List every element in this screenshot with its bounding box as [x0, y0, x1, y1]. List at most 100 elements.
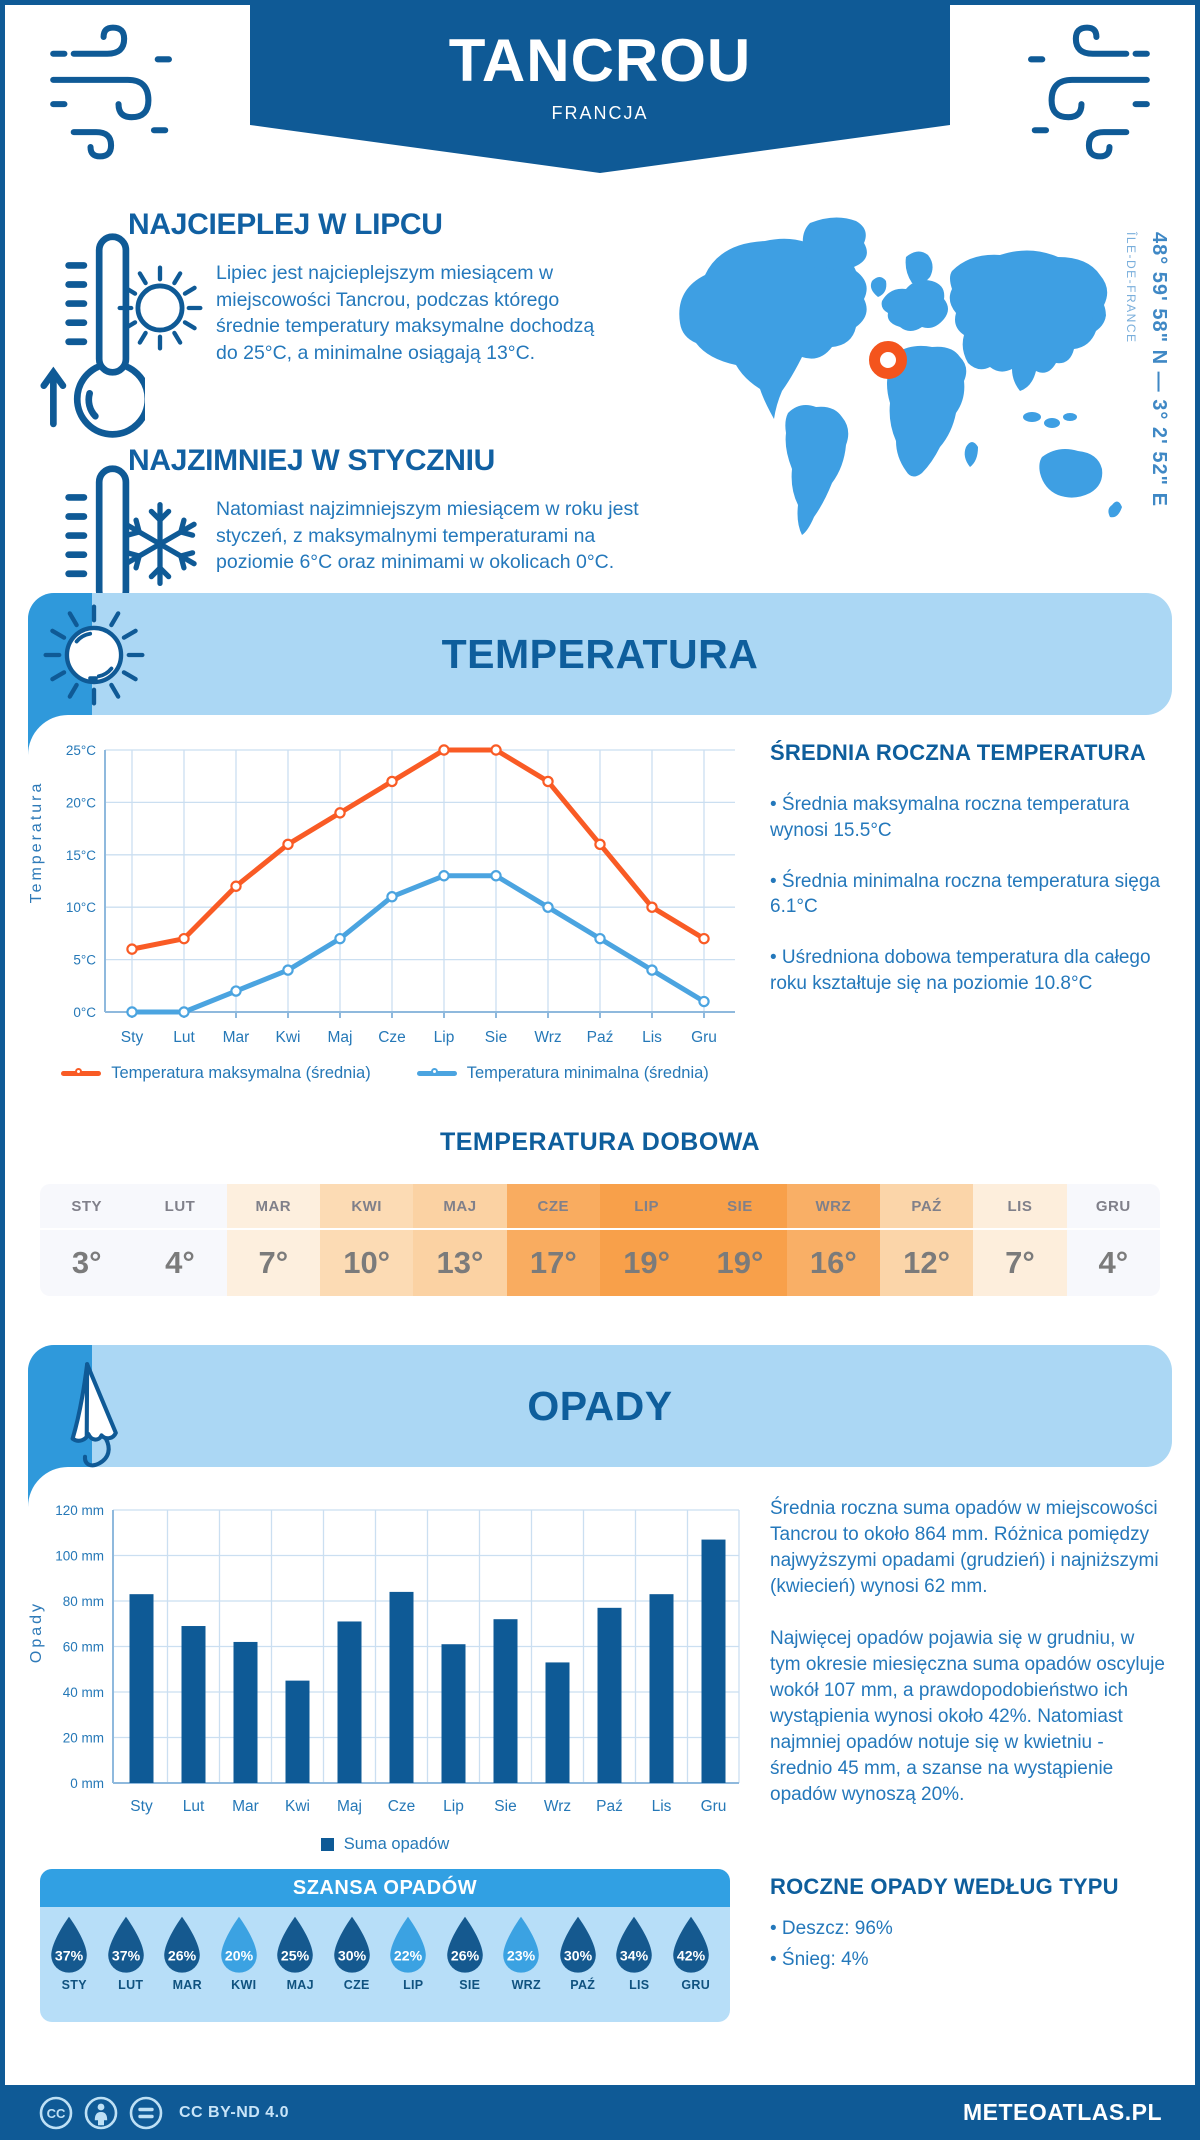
svg-text:23%: 23% [507, 1948, 536, 1964]
svg-text:60 mm: 60 mm [63, 1640, 104, 1655]
page-title: TANCROU [448, 27, 752, 94]
wind-icon [1018, 22, 1158, 162]
svg-text:5°C: 5°C [73, 953, 96, 968]
license-block: CC CC BY-ND 4.0 [38, 2095, 289, 2131]
svg-text:Maj: Maj [337, 1798, 362, 1815]
precipitation-paragraph: Średnia roczna suma opadów w miejscowośc… [770, 1498, 1159, 1598]
daily-temp-value: 16° [786, 1228, 880, 1296]
daily-temp-column: SIE 19° [693, 1184, 787, 1296]
svg-text:20°C: 20°C [66, 795, 96, 810]
svg-text:37%: 37% [111, 1948, 140, 1964]
header-banner: TANCROU FRANCJA [250, 0, 950, 125]
daily-temp-month-label: PAŹ [911, 1197, 942, 1215]
coordinates-label: 48° 59' 58" N — 3° 2' 52" E [1148, 232, 1170, 507]
svg-text:Lis: Lis [652, 1798, 672, 1815]
rain-chance-month-label: LUT [118, 1978, 144, 1992]
svg-text:120 mm: 120 mm [55, 1503, 104, 1518]
svg-text:30%: 30% [563, 1948, 592, 1964]
svg-text:Paź: Paź [596, 1798, 623, 1815]
rain-chance-drop: 37% STY [46, 1915, 103, 1992]
svg-text:Cze: Cze [378, 1029, 406, 1046]
precipitation-type-item: • Deszcz: 96% [770, 1918, 893, 1939]
umbrella-icon [28, 1343, 166, 1488]
rain-chance-drop: 37% LUT [103, 1915, 160, 1992]
droplet-icon: 30% [333, 1916, 370, 1973]
continent-europe [881, 280, 948, 331]
daily-temp-month-label: SIE [727, 1197, 753, 1215]
geo-coordinates-block: 48° 59' 58" N — 3° 2' 52" E ÎLE-DE-FRANC… [1124, 232, 1170, 507]
droplet-icon: 20% [220, 1916, 257, 1973]
svg-text:Lip: Lip [443, 1798, 464, 1815]
daily-temp-month-label: STY [71, 1197, 102, 1215]
no-derivatives-icon [128, 2095, 164, 2131]
precipitation-banner-title: OPADY [527, 1382, 673, 1429]
continent-asia [949, 250, 1108, 391]
daily-temp-value: 4° [133, 1228, 227, 1296]
svg-text:Mar: Mar [232, 1798, 259, 1815]
rain-chance-drop: 34% LIS [611, 1915, 668, 1992]
droplet-icon: 37% [51, 1916, 87, 1973]
droplet-icon: 22% [390, 1916, 426, 1973]
svg-text:Lip: Lip [434, 1029, 455, 1046]
rain-chance-month-label: MAJ [286, 1978, 314, 1992]
svg-text:42%: 42% [676, 1948, 705, 1964]
svg-text:Gru: Gru [701, 1798, 727, 1815]
daily-temp-month-label: LIS [1007, 1197, 1033, 1215]
daily-temp-month-label: GRU [1095, 1197, 1131, 1215]
legend-line-max [61, 1067, 102, 1076]
svg-text:20 mm: 20 mm [63, 1731, 104, 1746]
page-border-left [0, 0, 5, 2140]
rain-chance-month-label: KWI [231, 1978, 257, 1992]
location-marker [869, 341, 907, 379]
svg-text:26%: 26% [450, 1948, 479, 1964]
svg-text:CC: CC [47, 2106, 66, 2121]
daily-temp-value: 17° [506, 1228, 600, 1296]
region-scandinavia [905, 251, 933, 285]
rain-chance-drop: 26% SIE [442, 1915, 499, 1992]
site-label: METEOATLAS.PL [962, 2099, 1162, 2125]
continent-africa [887, 345, 967, 477]
svg-text:Cze: Cze [388, 1798, 416, 1815]
bar-chart-legend: Suma opadów [30, 1835, 740, 1854]
rain-chance-drop: 26% MAR [159, 1915, 216, 1992]
daily-temp-value: 13° [413, 1228, 507, 1296]
page-subtitle: FRANCJA [551, 103, 649, 123]
svg-text:0°C: 0°C [73, 1005, 96, 1020]
cold-section-title: NAJZIMNIEJ W STYCZNIU [128, 444, 496, 477]
rain-chance-month-label: CZE [343, 1978, 370, 1992]
rain-chance-drops: 37% STY 37% LUT 26% MAR 20% KWI 25% MAJ 30% CZE 22% L… [40, 1907, 730, 1992]
island-new-zealand [1108, 501, 1122, 518]
precipitation-text: Średnia roczna suma opadów w miejscowośc… [770, 1496, 1170, 1834]
thermometer-up-icon [40, 226, 145, 448]
temperature-stat-item: • Uśredniona dobowa temperatura dla całe… [770, 947, 1151, 995]
svg-text:34%: 34% [620, 1948, 649, 1964]
precipitation-types: ROCZNE OPADY WEDŁUG TYPU • Deszcz: 96% • … [770, 1874, 1170, 1976]
daily-temp-month-label: LIP [634, 1197, 660, 1215]
temperature-banner-title: TEMPERATURA [441, 630, 759, 677]
rain-chance-drop: 22% LIP [385, 1915, 442, 1992]
daily-temp-month-label: LUT [164, 1197, 196, 1215]
daily-temp-value: 12° [879, 1228, 974, 1296]
daily-temp-value: 19° [693, 1228, 787, 1296]
island-indonesia [1023, 412, 1041, 422]
precipitation-types-title: ROCZNE OPADY WEDŁUG TYPU [770, 1874, 1119, 1899]
island-japan [1092, 308, 1106, 327]
daily-temp-title: TEMPERATURA DOBOWA [439, 1128, 761, 1156]
continent-australia [1039, 449, 1103, 498]
island-madagascar [964, 442, 978, 467]
daily-temp-column: LIP 19° [599, 1184, 694, 1296]
header-banner-chevron [250, 125, 950, 173]
daily-temp-column: CZE 17° [506, 1184, 600, 1296]
daily-temp-column: MAR 7° [226, 1184, 320, 1296]
daily-temp-value: 10° [319, 1228, 414, 1296]
rain-chance-drop: 42% GRU [668, 1915, 725, 1992]
svg-text:40 mm: 40 mm [63, 1685, 104, 1700]
droplet-icon: 42% [672, 1916, 709, 1973]
temperature-stats-title: ŚREDNIA ROCZNA TEMPERATURA [770, 740, 1146, 765]
daily-temp-value: 19° [599, 1228, 694, 1296]
rain-chance-drop: 30% PAŹ [555, 1915, 612, 1992]
svg-text:Gru: Gru [691, 1029, 717, 1046]
svg-text:Kwi: Kwi [285, 1798, 310, 1815]
continent-north-america [679, 238, 867, 419]
